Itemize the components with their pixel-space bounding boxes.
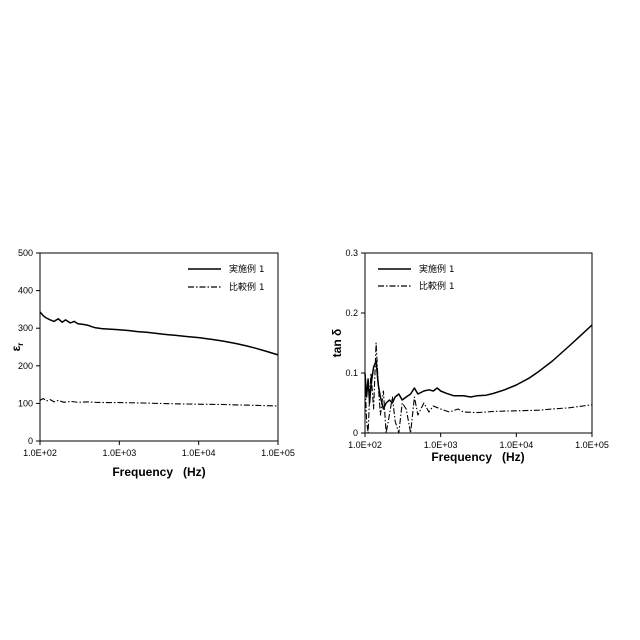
y-tick-label: 400 <box>18 286 33 296</box>
x-tick-label: 1.0E+05 <box>575 440 609 450</box>
chart-1-series <box>40 312 278 406</box>
chart-1-legend-label-2: 比較例 1 <box>229 281 265 293</box>
series-line-2 <box>40 399 278 407</box>
x-tick-label: 1.0E+03 <box>424 440 458 450</box>
chart-2-x-axis-label: Frequency (Hz) <box>431 450 524 464</box>
y-tick-label: 0 <box>28 436 33 446</box>
x-tick-label: 1.0E+02 <box>348 440 382 450</box>
chart-2-series <box>365 325 592 433</box>
y-tick-label: 100 <box>18 398 33 408</box>
chart-1-y-axis-label: εr <box>9 343 25 352</box>
chart-1-plot-area <box>40 253 278 441</box>
chart-1-x-axis-label: Frequency (Hz) <box>112 465 205 479</box>
chart-1-legend-label-1: 実施例 1 <box>229 263 265 275</box>
chart-2-legend: 実施例 1 比較例 1 <box>378 263 455 292</box>
chart-2-x-ticks: 1.0E+02 1.0E+03 1.0E+04 1.0E+05 <box>348 433 609 450</box>
x-tick-label: 1.0E+03 <box>102 448 136 458</box>
x-tick-label: 1.0E+05 <box>261 448 295 458</box>
y-tick-label: 0 <box>353 428 358 438</box>
x-tick-label: 1.0E+04 <box>182 448 216 458</box>
chart-2-legend-label-2: 比較例 1 <box>419 280 455 292</box>
chart-2-y-axis-label: tan δ <box>330 329 344 358</box>
chart-2-y-ticks: 0 0.1 0.2 0.3 <box>345 248 365 438</box>
y-tick-label: 0.2 <box>345 308 358 318</box>
y-tick-label: 200 <box>18 361 33 371</box>
y-tick-label: 300 <box>18 323 33 333</box>
chart-1-x-ticks: 1.0E+02 1.0E+03 1.0E+04 1.0E+05 <box>23 441 295 458</box>
series-line-1 <box>365 325 592 409</box>
chart-1: 1.0E+02 1.0E+03 1.0E+04 1.0E+05 0 100 200 300 4… <box>9 248 295 479</box>
chart-2-plot-area <box>365 253 592 433</box>
chart-2-legend-label-1: 実施例 1 <box>419 263 455 275</box>
chart-2: 1.0E+021.0E+031.0E+041.0E+05 00.10.20.3 … <box>330 248 609 464</box>
chart-1-legend: 実施例 1 比較例 1 <box>188 263 265 293</box>
x-tick-label: 1.0E+04 <box>499 440 533 450</box>
x-tick-label: 1.0E+02 <box>23 448 57 458</box>
y-tick-label: 0.3 <box>345 248 358 258</box>
chart-1-y-axis-label-sub: r <box>16 343 25 346</box>
series-line-1 <box>40 312 278 355</box>
y-tick-label: 0.1 <box>345 368 358 378</box>
y-tick-label: 500 <box>18 248 33 258</box>
